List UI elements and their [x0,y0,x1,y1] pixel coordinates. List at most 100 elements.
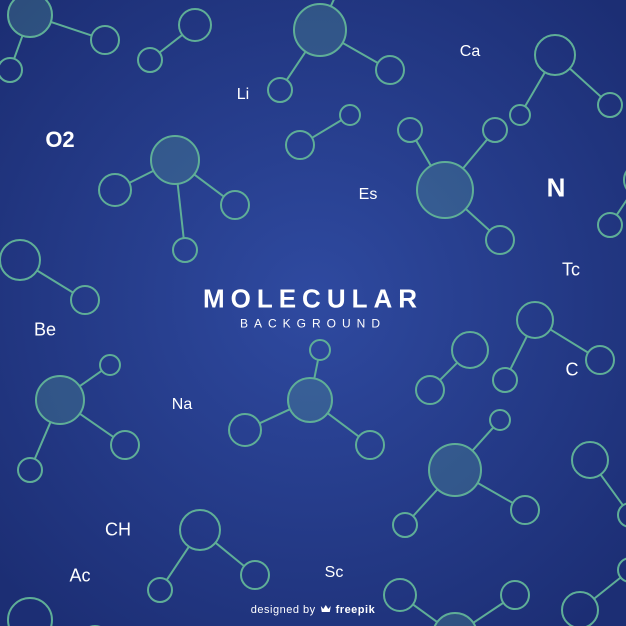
credit-line: designed by freepik [251,603,375,616]
atom-node [36,376,84,424]
bond [35,422,51,459]
bond [37,270,73,292]
molecule [286,105,360,159]
bond [260,409,290,423]
atom-node [310,340,330,360]
atom-node [221,191,249,219]
element-label: O2 [45,127,74,153]
molecule [8,598,109,626]
atom-node [138,48,162,72]
atom-node [490,410,510,430]
atom-node [8,598,52,626]
atom-node [586,346,614,374]
molecule [510,35,622,125]
bond [463,139,487,168]
atom-node [483,118,507,142]
atom-node [398,118,422,142]
atom-node [384,579,416,611]
element-label: Tc [562,260,580,281]
element-label: C [566,360,579,381]
molecule [0,240,99,314]
atom-node [429,444,481,496]
bond [510,336,527,369]
molecule [572,442,626,527]
atom-node [180,510,220,550]
atom-node [517,302,553,338]
element-label: Na [172,396,192,414]
molecule [268,0,404,102]
molecular-background: MOLECULAR BACKGROUND designed by freepik… [0,0,626,626]
bond [413,604,437,622]
molecule [384,579,529,626]
molecule [493,302,614,392]
bond [194,174,224,196]
title-block: MOLECULAR BACKGROUND [203,283,423,330]
molecule [0,0,119,82]
bond [472,427,493,450]
bond [129,171,153,183]
atom-node [486,226,514,254]
atom-node [268,78,292,102]
bond [413,489,437,516]
molecule [416,332,488,404]
bond [550,329,588,352]
atom-node [173,238,197,262]
bond [466,209,490,231]
bond [178,184,184,238]
bond [525,72,545,106]
credit-brand: freepik [336,604,376,616]
bond [215,543,244,566]
bond [473,603,503,623]
main-title: MOLECULAR [203,283,423,314]
bond [416,140,431,165]
molecule [598,164,626,237]
atom-node [91,26,119,54]
atom-node [148,578,172,602]
crown-icon [320,603,332,616]
bond [167,547,189,580]
bond [594,577,621,598]
atom-node [99,174,131,206]
molecule [138,9,211,72]
atom-node [433,613,477,626]
molecule [229,340,384,459]
bond [314,360,318,379]
atom-node [356,431,384,459]
atom-node [288,378,332,422]
molecule [398,118,514,254]
bond [343,43,378,63]
bond [331,0,341,6]
bond [14,36,22,59]
molecule [562,558,626,626]
atom-node [393,513,417,537]
atom-node [511,496,539,524]
molecule [18,355,139,482]
atom-node [241,561,269,589]
atom-node [452,332,488,368]
bond [328,413,359,436]
molecule [148,510,269,602]
atom-node [294,4,346,56]
element-label: Ac [69,566,90,587]
atom-node [501,581,529,609]
element-label: N [547,173,566,204]
atom-node [572,442,608,478]
credit-prefix: designed by [251,604,316,616]
atom-node [111,431,139,459]
atom-node [0,58,22,82]
element-label: Sc [325,564,344,582]
atom-node [0,240,40,280]
bond [80,414,114,437]
atom-node [562,592,598,626]
element-label: Ca [460,43,480,61]
molecule [99,136,249,262]
atom-node [179,9,211,41]
element-label: Li [237,86,249,104]
atom-node [286,131,314,159]
atom-node [493,368,517,392]
bond [478,483,513,503]
bond [287,52,306,80]
bond [617,193,626,215]
bond [440,363,457,380]
subtitle: BACKGROUND [203,316,423,330]
